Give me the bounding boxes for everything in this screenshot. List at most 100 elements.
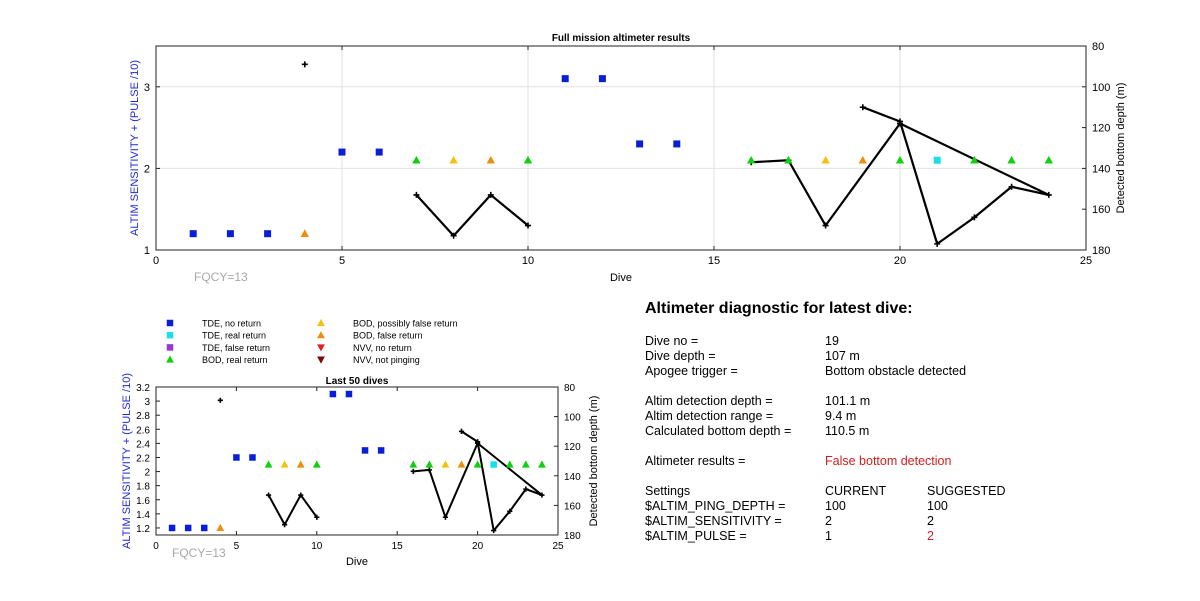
y2-tick-label: 120	[564, 442, 581, 453]
marker-square	[184, 524, 192, 532]
depth-point	[426, 467, 432, 473]
marker-square	[636, 140, 644, 148]
setting-row: $ALTIM_PING_DEPTH = 100 100	[645, 499, 1065, 514]
calc-depth-label: Calculated bottom depth =	[645, 424, 792, 438]
legend-label: NVV, no return	[353, 343, 412, 353]
marker-triangle-down	[317, 356, 325, 364]
marker-triangle	[166, 355, 174, 363]
results-label: Altimeter results =	[645, 454, 746, 468]
x-tick-label: 20	[472, 541, 484, 552]
x-tick-label: 10	[311, 541, 323, 552]
marker-triangle	[412, 155, 421, 164]
diagnostic-panel: Altimeter diagnostic for latest dive: Di…	[645, 300, 1065, 544]
x-tick-label: 0	[153, 255, 159, 267]
x-tick-label: 25	[1080, 255, 1092, 267]
x-tick-label: 5	[339, 255, 345, 267]
full-chart-ylabel-left: ALTIM SENSITIVITY + (PULSE /10)	[129, 60, 141, 236]
marker-square	[345, 390, 353, 398]
results-value: False bottom detection	[825, 454, 952, 468]
depth-point	[1045, 191, 1052, 198]
marker-triangle	[821, 155, 830, 164]
last50-chart-xlabel: Dive	[346, 556, 368, 568]
marker-triangle	[858, 155, 867, 164]
legend: TDE, no return TDE, real return TDE, false…	[166, 319, 458, 365]
settings-header-row: Settings CURRENT SUGGESTED	[645, 484, 1065, 499]
y2-tick-label: 100	[1092, 82, 1110, 94]
depth-point	[410, 468, 416, 474]
depth-point	[1008, 183, 1015, 190]
y-tick-label: 1.6	[136, 496, 150, 507]
dive-no-label: Dive no =	[645, 334, 699, 348]
settings-label: Settings	[645, 484, 691, 498]
depth-point	[265, 492, 272, 498]
marker-square	[166, 331, 174, 339]
depth-point	[301, 61, 308, 68]
y2-tick-label: 80	[1092, 41, 1104, 53]
depth-point	[539, 492, 545, 498]
setting-name: $ALTIM_SENSITIVITY =	[645, 514, 782, 528]
calc-depth-value: 110.5 m	[825, 424, 870, 438]
x-tick-label: 20	[894, 255, 906, 267]
y-tick-label: 3	[144, 397, 150, 408]
depth-point	[487, 191, 494, 198]
marker-triangle	[970, 155, 979, 164]
depth-point	[298, 492, 304, 498]
apogee-value: Bottom obstacle detected	[825, 364, 967, 378]
full-chart-frame	[155, 45, 1087, 251]
depth-point	[507, 508, 513, 514]
full-chart-fqcy: FQCY=13	[194, 270, 248, 284]
depth-line	[267, 494, 318, 526]
altim-range-row: Altim detection range = 9.4 m	[645, 409, 1065, 424]
y2-tick-label: 140	[564, 472, 581, 483]
y2-tick-label: 180	[564, 531, 581, 542]
depth-point	[314, 514, 320, 520]
depth-point	[523, 486, 529, 492]
full-chart-title: Full mission altimeter results	[552, 33, 691, 44]
y-tick-label: 3.2	[136, 383, 150, 394]
altim-range-value: 9.4 m	[825, 409, 857, 423]
y-tick-label: 2.2	[136, 453, 150, 464]
x-tick-label: 25	[552, 541, 564, 552]
marker-triangle	[317, 331, 325, 339]
depth-point	[442, 514, 449, 520]
marker-square	[933, 156, 941, 164]
full-chart-ylabel-right: Detected bottom depth (m)	[1115, 83, 1127, 214]
calc-depth-row: Calculated bottom depth = 110.5 m	[645, 424, 1065, 439]
marker-square	[166, 344, 174, 351]
marker-triangle	[264, 460, 273, 468]
marker-square	[264, 230, 272, 238]
dive-no-row: Dive no = 19	[645, 334, 1065, 349]
marker-triangle	[1044, 155, 1053, 164]
y2-tick-label: 100	[564, 413, 581, 424]
setting-current: 1	[825, 529, 832, 543]
y2-tick-label: 160	[564, 501, 581, 512]
depth-point	[450, 232, 457, 239]
marker-square	[490, 461, 497, 468]
depth-point	[971, 214, 978, 221]
legend-label: BOD, real return	[202, 355, 268, 365]
setting-current: 2	[825, 514, 832, 528]
marker-triangle	[1007, 155, 1016, 164]
y-tick-label: 2.6	[136, 425, 150, 436]
legend-label: TDE, real return	[202, 331, 266, 341]
full-chart-ticks: 0 5 10 15 20 25 1 2 3 80 100 120 140 160 180	[144, 41, 1110, 267]
setting-suggested: 2	[927, 514, 934, 528]
marker-triangle	[784, 155, 793, 164]
full-chart-grid	[156, 46, 1086, 250]
x-tick-label: 10	[522, 255, 534, 267]
y-tick-label: 2	[144, 468, 150, 479]
last50-chart-ylabel-right: Detected bottom depth (m)	[588, 396, 600, 527]
depth-point	[491, 527, 497, 534]
y-tick-label: 2	[144, 163, 150, 175]
depth-line	[751, 106, 1050, 245]
legend-label: BOD, possibly false return	[353, 319, 458, 329]
marker-triangle	[457, 460, 466, 468]
results-row: Altimeter results = False bottom detecti…	[645, 454, 1065, 469]
depth-point	[822, 222, 829, 229]
marker-square	[200, 524, 208, 532]
depth-line	[413, 430, 543, 532]
depth-point	[217, 397, 223, 403]
apogee-label: Apogee trigger =	[645, 364, 738, 378]
last50-chart-ticks: 0 5 10 15 20 25 1.2 1.4 1.6 1.8 2 2.2 2.4 2.6 2.8 3 3.2 8…	[136, 383, 581, 552]
y-tick-label: 1.4	[136, 510, 150, 521]
